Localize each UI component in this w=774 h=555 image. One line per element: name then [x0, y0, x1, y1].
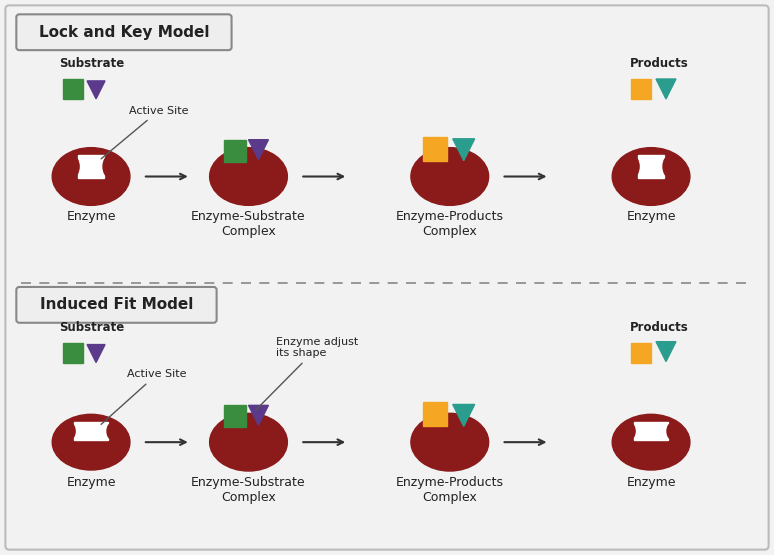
- Polygon shape: [87, 345, 105, 362]
- Polygon shape: [453, 139, 474, 161]
- Ellipse shape: [663, 155, 677, 178]
- Text: Substrate: Substrate: [59, 57, 125, 69]
- Text: Enzyme: Enzyme: [626, 476, 676, 489]
- Ellipse shape: [210, 148, 287, 205]
- Ellipse shape: [667, 423, 677, 439]
- Text: Enzyme: Enzyme: [67, 210, 116, 223]
- Text: Enzyme: Enzyme: [626, 210, 676, 223]
- Bar: [423, 137, 447, 160]
- Ellipse shape: [411, 413, 488, 471]
- Ellipse shape: [65, 423, 75, 439]
- Bar: [78, 155, 104, 179]
- Text: Enzyme-Products
Complex: Enzyme-Products Complex: [396, 476, 504, 504]
- FancyBboxPatch shape: [16, 287, 217, 323]
- Bar: [631, 342, 651, 362]
- Bar: [224, 405, 245, 427]
- Ellipse shape: [52, 415, 130, 470]
- Polygon shape: [248, 140, 269, 160]
- Text: Lock and Key Model: Lock and Key Model: [39, 25, 209, 40]
- Ellipse shape: [210, 413, 287, 471]
- Ellipse shape: [625, 423, 635, 439]
- Polygon shape: [248, 405, 269, 425]
- Text: Enzyme: Enzyme: [67, 476, 116, 489]
- Polygon shape: [87, 81, 105, 99]
- FancyBboxPatch shape: [16, 14, 231, 50]
- Ellipse shape: [103, 155, 117, 178]
- Bar: [224, 140, 245, 162]
- Polygon shape: [656, 342, 676, 361]
- Text: Enzyme-Substrate
Complex: Enzyme-Substrate Complex: [191, 476, 306, 504]
- Text: Enzyme-Substrate
Complex: Enzyme-Substrate Complex: [191, 210, 306, 238]
- Bar: [638, 155, 664, 179]
- Ellipse shape: [612, 415, 690, 470]
- Text: Enzyme-Products
Complex: Enzyme-Products Complex: [396, 210, 504, 238]
- Bar: [74, 422, 108, 440]
- Ellipse shape: [612, 148, 690, 205]
- Ellipse shape: [52, 148, 130, 205]
- Bar: [634, 422, 668, 440]
- FancyBboxPatch shape: [5, 6, 769, 549]
- Text: Active Site: Active Site: [101, 370, 187, 425]
- Text: Induced Fit Model: Induced Fit Model: [39, 297, 194, 312]
- Polygon shape: [656, 79, 676, 99]
- Text: Products: Products: [629, 321, 688, 334]
- Text: Products: Products: [629, 57, 688, 69]
- Text: Substrate: Substrate: [59, 321, 125, 334]
- Ellipse shape: [65, 155, 79, 178]
- Polygon shape: [453, 405, 474, 426]
- Text: Active Site: Active Site: [101, 106, 188, 159]
- Bar: [63, 79, 83, 99]
- Ellipse shape: [411, 148, 488, 205]
- Ellipse shape: [625, 155, 639, 178]
- Bar: [631, 79, 651, 99]
- Ellipse shape: [107, 423, 117, 439]
- Bar: [63, 342, 83, 362]
- Bar: [423, 402, 447, 426]
- Text: Enzyme adjust
its shape: Enzyme adjust its shape: [255, 337, 358, 410]
